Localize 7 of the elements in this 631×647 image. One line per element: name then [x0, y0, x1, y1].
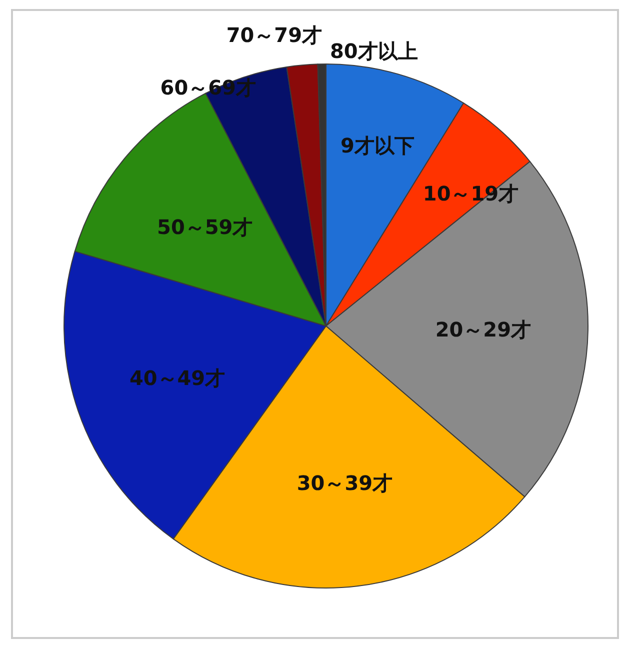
slice-label: 50～59才 [157, 214, 253, 239]
slice-label: 30～39才 [296, 471, 393, 496]
slice-label: 80才以上 [330, 39, 418, 63]
slice-label: 20～29才 [435, 317, 532, 342]
slice-label: 70～79才 [226, 23, 322, 47]
slice-label: 40～49才 [129, 366, 226, 390]
slice-label: 9才以下 [340, 134, 414, 158]
